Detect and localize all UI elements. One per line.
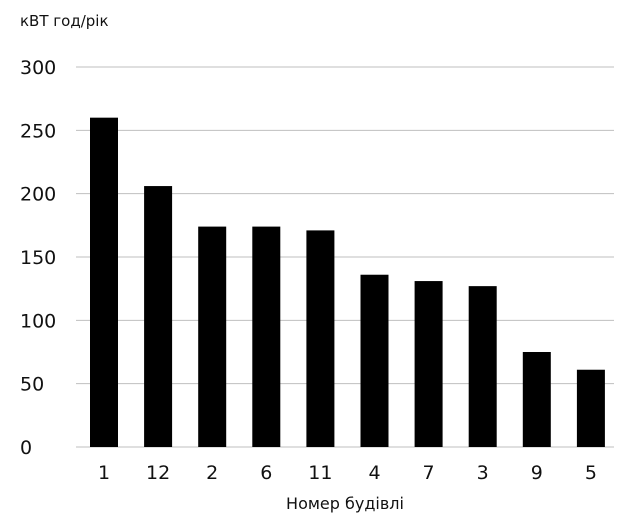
x-tick-label: 7 xyxy=(423,462,435,484)
x-tick-label: 9 xyxy=(531,462,543,484)
bars xyxy=(90,117,605,448)
x-axis-ticks: 1 12 2 6 11 4 7 3 9 5 xyxy=(98,462,597,484)
bar-4 xyxy=(360,274,389,447)
y-tick-label: 0 xyxy=(20,437,32,459)
y-axis-title: кВТ год/рік xyxy=(20,12,109,30)
y-axis-ticks: 0 50 100 150 200 250 300 xyxy=(20,57,56,459)
y-tick-label: 150 xyxy=(20,247,56,269)
x-tick-label: 5 xyxy=(585,462,597,484)
bar-1 xyxy=(90,117,118,448)
x-tick-label: 6 xyxy=(260,462,272,484)
bar-7 xyxy=(414,281,443,447)
x-tick-label: 11 xyxy=(308,462,332,484)
x-tick-label: 12 xyxy=(146,462,170,484)
bar-9 xyxy=(522,352,551,447)
bar-11 xyxy=(306,230,335,447)
x-axis-title: Номер будівлі xyxy=(286,494,404,513)
x-tick-label: 3 xyxy=(477,462,489,484)
bar-3 xyxy=(468,286,497,447)
y-tick-label: 50 xyxy=(20,374,44,396)
bar-5 xyxy=(576,369,605,447)
bar-2 xyxy=(198,226,227,447)
x-tick-label: 4 xyxy=(368,462,380,484)
y-tick-label: 250 xyxy=(20,120,56,142)
y-tick-label: 300 xyxy=(20,57,56,79)
y-tick-label: 200 xyxy=(20,184,56,206)
x-tick-label: 1 xyxy=(98,462,110,484)
x-tick-label: 2 xyxy=(206,462,218,484)
bar-12 xyxy=(144,186,173,448)
bar-6 xyxy=(252,226,281,447)
y-tick-label: 100 xyxy=(20,310,56,332)
